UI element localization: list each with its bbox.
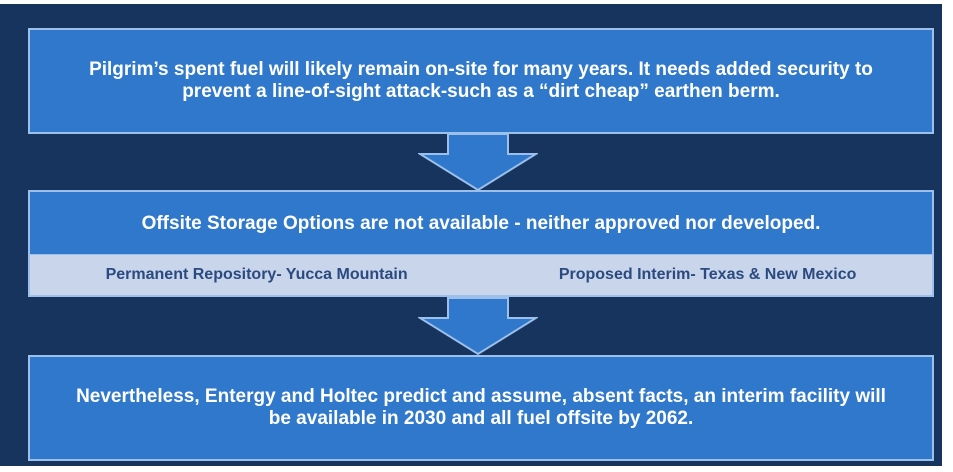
arrow-1 bbox=[418, 133, 538, 192]
box-3: Nevertheless, Entergy and Holtec predict… bbox=[28, 355, 934, 461]
box-text: Pilgrim’s spent fuel will likely remain … bbox=[89, 59, 873, 102]
box-2: Offsite Storage Options are not availabl… bbox=[28, 190, 934, 256]
box-1: Pilgrim’s spent fuel will likely remain … bbox=[28, 28, 934, 134]
sub-items: Permanent Repository- Yucca Mountain Pro… bbox=[28, 255, 934, 297]
box-text: Offsite Storage Options are not availabl… bbox=[141, 213, 821, 234]
arrow-2 bbox=[418, 297, 538, 356]
sub-item: Proposed Interim- Texas & New Mexico bbox=[558, 266, 857, 283]
sub-item: Permanent Repository- Yucca Mountain bbox=[105, 266, 408, 283]
box-text: Nevertheless, Entergy and Holtec predict… bbox=[76, 386, 886, 429]
